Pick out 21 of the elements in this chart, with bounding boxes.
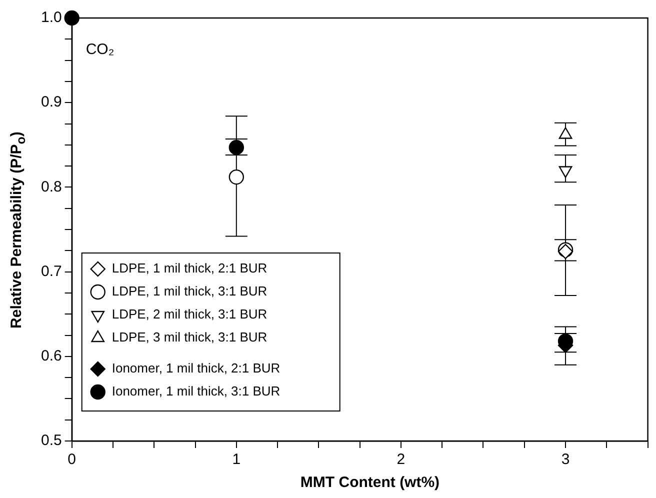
y-tick-label: 1.0	[40, 9, 62, 26]
legend-label: Ionomer, 1 mil thick, 3:1 BUR	[112, 384, 280, 399]
y-tick-label: 0.5	[40, 432, 62, 450]
legend-label: Ionomer, 1 mil thick, 2:1 BUR	[112, 360, 280, 376]
y-tick-label: 0.7	[40, 262, 62, 280]
legend-label: LDPE, 1 mil thick, 3:1 BUR	[112, 284, 268, 299]
x-axis-title: MMT Content (wt%)	[299, 474, 441, 491]
point	[64, 10, 80, 26]
point	[228, 140, 244, 156]
x-tick-label: 2	[396, 451, 406, 468]
legend-label: LDPE, 1 mil thick, 2:1 BUR	[112, 260, 268, 276]
x-tick-label: 1	[232, 451, 241, 468]
y-tick-label: 0.6	[40, 348, 62, 365]
x-tick-label: 0	[68, 451, 76, 468]
y-tick-label: 0.8	[40, 178, 62, 196]
y-tick-label: 0.9	[40, 94, 62, 111]
x-tick-label: 3	[561, 451, 570, 468]
legend-label: LDPE, 3 mil thick, 3:1 BUR	[112, 330, 268, 345]
legend-label: LDPE, 2 mil thick, 3:1 BUR	[112, 306, 268, 322]
annotation: CO₂	[86, 41, 114, 58]
point	[228, 169, 244, 185]
